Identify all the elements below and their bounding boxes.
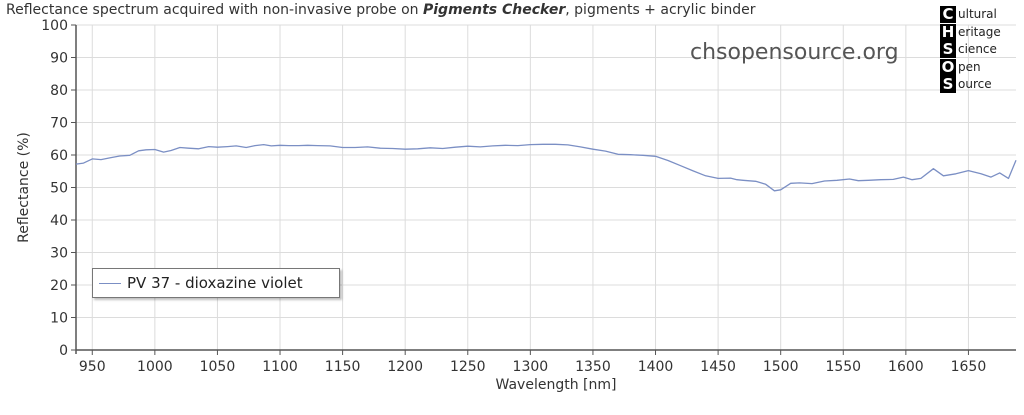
x-tick-label: 1200 [387, 359, 423, 375]
x-tick-label: 1450 [700, 359, 736, 375]
title-emphasis: Pigments Checker [422, 2, 566, 18]
x-tick-label: 1000 [137, 359, 173, 375]
x-tick-label: 1650 [951, 359, 987, 375]
title-suffix: , pigments + acrylic binder [565, 2, 756, 18]
logo-word: cience [958, 42, 997, 56]
x-tick-label: 1350 [575, 359, 611, 375]
legend: PV 37 - dioxazine violet [92, 268, 340, 298]
legend-swatch [99, 282, 121, 284]
logo-word: pen [958, 59, 981, 74]
y-tick-label: 30 [50, 246, 68, 262]
y-tick-label: 10 [50, 311, 68, 327]
watermark-text: chsopensource.org [690, 40, 899, 65]
series-line [75, 143, 1017, 192]
x-tick-label: 1100 [262, 359, 298, 375]
logo-letter: S [940, 76, 956, 93]
x-tick-label: 1150 [325, 359, 361, 375]
x-tick-label: 1300 [513, 359, 549, 375]
logo-word: ource [958, 77, 992, 91]
x-tick-label: 1250 [450, 359, 486, 375]
logo-letter: C [940, 6, 956, 23]
logo-word: ultural [958, 7, 997, 21]
logo-word: eritage [958, 24, 1001, 39]
y-tick-label: 0 [59, 343, 68, 359]
y-tick-label: 20 [50, 278, 68, 294]
x-tick-label: 950 [79, 359, 106, 375]
legend-label: PV 37 - dioxazine violet [127, 274, 303, 292]
logo-letter: S [940, 41, 956, 58]
logo-letter: O [940, 57, 956, 76]
title-prefix: Reflectance spectrum acquired with non-i… [6, 2, 423, 18]
y-tick-label: 70 [50, 116, 68, 132]
x-tick-label: 1400 [638, 359, 674, 375]
x-axis-label: Wavelength [nm] [496, 377, 617, 393]
x-tick-label: 1500 [763, 359, 799, 375]
y-axis-label: Reflectance (%) [16, 132, 32, 243]
y-tick-label: 50 [50, 181, 68, 197]
y-tick-label: 60 [50, 148, 68, 164]
chart-title: Reflectance spectrum acquired with non-i… [6, 2, 756, 18]
x-tick-label: 1550 [825, 359, 861, 375]
y-tick-label: 90 [50, 51, 68, 67]
y-tick-label: 40 [50, 213, 68, 229]
y-tick-label: 100 [41, 18, 68, 34]
logo-letter: H [940, 22, 956, 41]
x-tick-label: 1600 [888, 359, 924, 375]
y-tick-label: 80 [50, 83, 68, 99]
x-tick-label: 1050 [200, 359, 236, 375]
